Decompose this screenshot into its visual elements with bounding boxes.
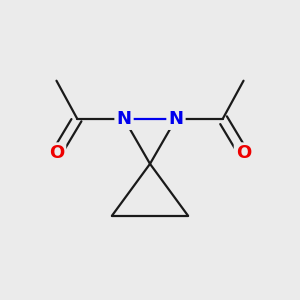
Text: O: O <box>236 145 251 163</box>
Text: N: N <box>116 110 131 128</box>
Text: N: N <box>169 110 184 128</box>
Text: O: O <box>49 145 64 163</box>
